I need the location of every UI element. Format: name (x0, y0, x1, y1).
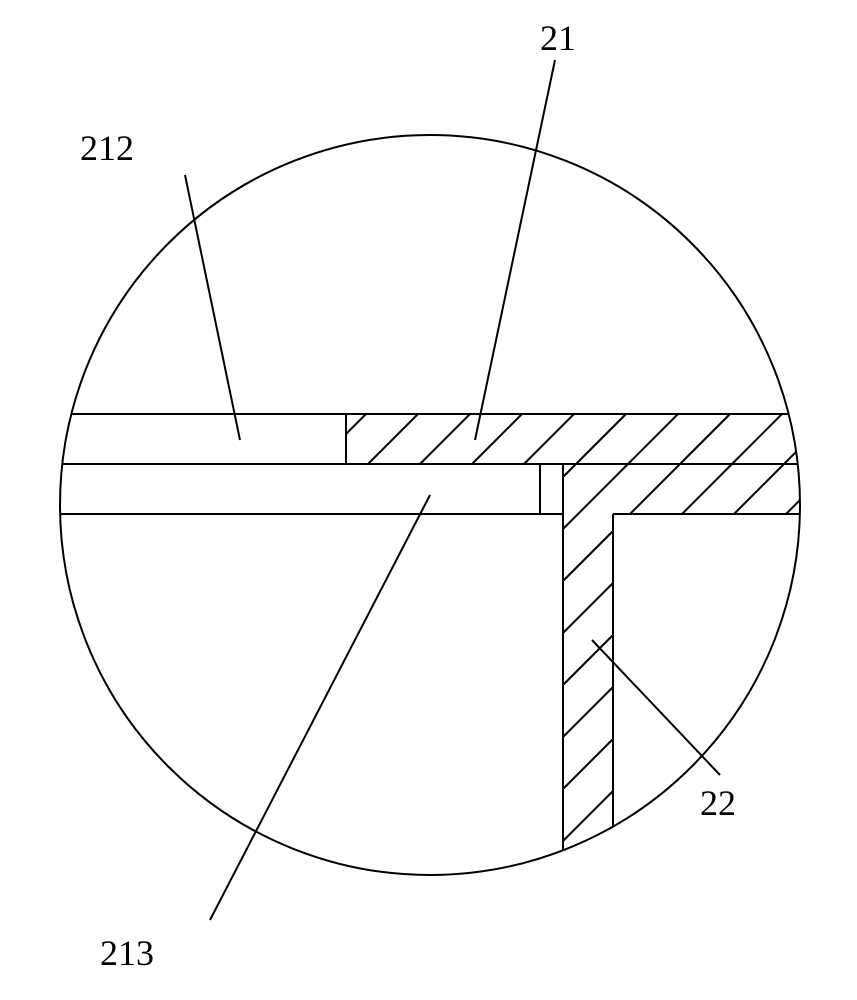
label-22: 22 (700, 783, 736, 823)
label-213: 213 (100, 933, 154, 973)
label-212: 212 (80, 128, 134, 168)
technical-diagram: 212 21 213 22 (0, 0, 857, 1000)
label-21: 21 (540, 18, 576, 58)
diagram-container: 212 21 213 22 (0, 0, 857, 1000)
